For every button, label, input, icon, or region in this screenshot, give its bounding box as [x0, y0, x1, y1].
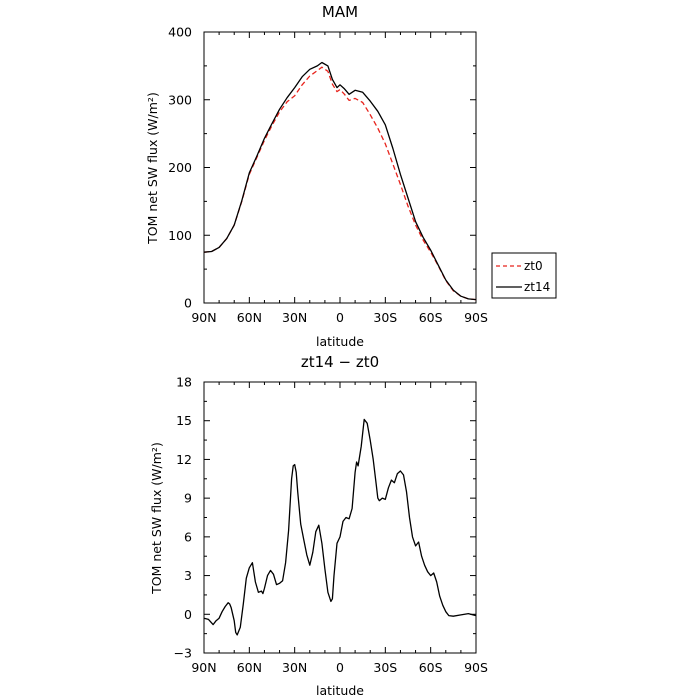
tick-labels-bottom: 90N 60N 30N 0 30S 60S 90S −3 0 3 6 9 12 15 18 [174, 375, 488, 676]
y-axis-label-top: TOM net SW flux (W/m²) [145, 92, 160, 245]
x-tick-label: 30N [282, 310, 307, 325]
y-tick-label: 15 [176, 413, 192, 428]
x-tick-label: 90N [191, 310, 216, 325]
legend-label-zt0: zt0 [524, 259, 543, 273]
plot-frame-top [203, 31, 477, 304]
x-tick-label: 30N [282, 660, 307, 675]
series-line-diff-0 [203, 418, 477, 636]
tick-labels-top: 90N 60N 30N 0 30S 60S 90S 0 100 200 300 400 [168, 25, 488, 326]
y-tick-label: 9 [184, 491, 192, 506]
x-tick-label: 60S [419, 660, 443, 675]
x-tick-label: 60S [419, 310, 443, 325]
x-tick-label: 30S [373, 660, 397, 675]
plot-frame-bottom [203, 381, 477, 654]
x-tick-label: 90S [464, 310, 488, 325]
x-axis-label-top: latitude [316, 334, 364, 349]
legend-box [491, 252, 557, 299]
y-tick-label: 18 [176, 375, 192, 390]
x-tick-label: 30S [373, 310, 397, 325]
y-tick-label: 6 [184, 529, 192, 544]
panel-top: MAM 90N 60N 30N 0 30S 60S 90S 0 100 200 300 400 lat… [145, 3, 557, 349]
x-tick-label: 90N [191, 660, 216, 675]
series-bottom [203, 418, 477, 636]
chart-title-bottom: zt14 − zt0 [301, 353, 379, 371]
legend-label-zt14: zt14 [524, 280, 550, 294]
x-tick-label: 60N [237, 660, 262, 675]
x-axis-label-bottom: latitude [316, 683, 364, 698]
series-top [203, 61, 477, 301]
y-tick-label: −3 [174, 646, 192, 661]
series-line-zt0 [203, 66, 477, 301]
x-tick-label: 60N [237, 310, 262, 325]
y-tick-label: 300 [168, 92, 192, 107]
panel-bottom: zt14 − zt0 90N 60N 30N 0 30S 60S 90S −3 0 3 6 9 12 15… [149, 353, 488, 698]
x-tick-label: 0 [336, 660, 344, 675]
y-tick-label: 200 [168, 160, 192, 175]
x-tick-label: 90S [464, 660, 488, 675]
chart-title-top: MAM [322, 3, 358, 21]
y-tick-label: 400 [168, 25, 192, 40]
y-tick-label: 0 [184, 607, 192, 622]
y-tick-label: 0 [184, 296, 192, 311]
legend: zt0 zt14 [491, 252, 557, 299]
ticks-top [203, 31, 477, 304]
y-tick-label: 3 [184, 568, 192, 583]
x-tick-label: 0 [336, 310, 344, 325]
y-axis-label-bottom: TOM net SW flux (W/m²) [149, 442, 164, 595]
series-line-zt14 [203, 61, 477, 301]
y-tick-label: 100 [168, 228, 192, 243]
y-tick-label: 12 [176, 452, 192, 467]
ticks-bottom [203, 381, 477, 654]
